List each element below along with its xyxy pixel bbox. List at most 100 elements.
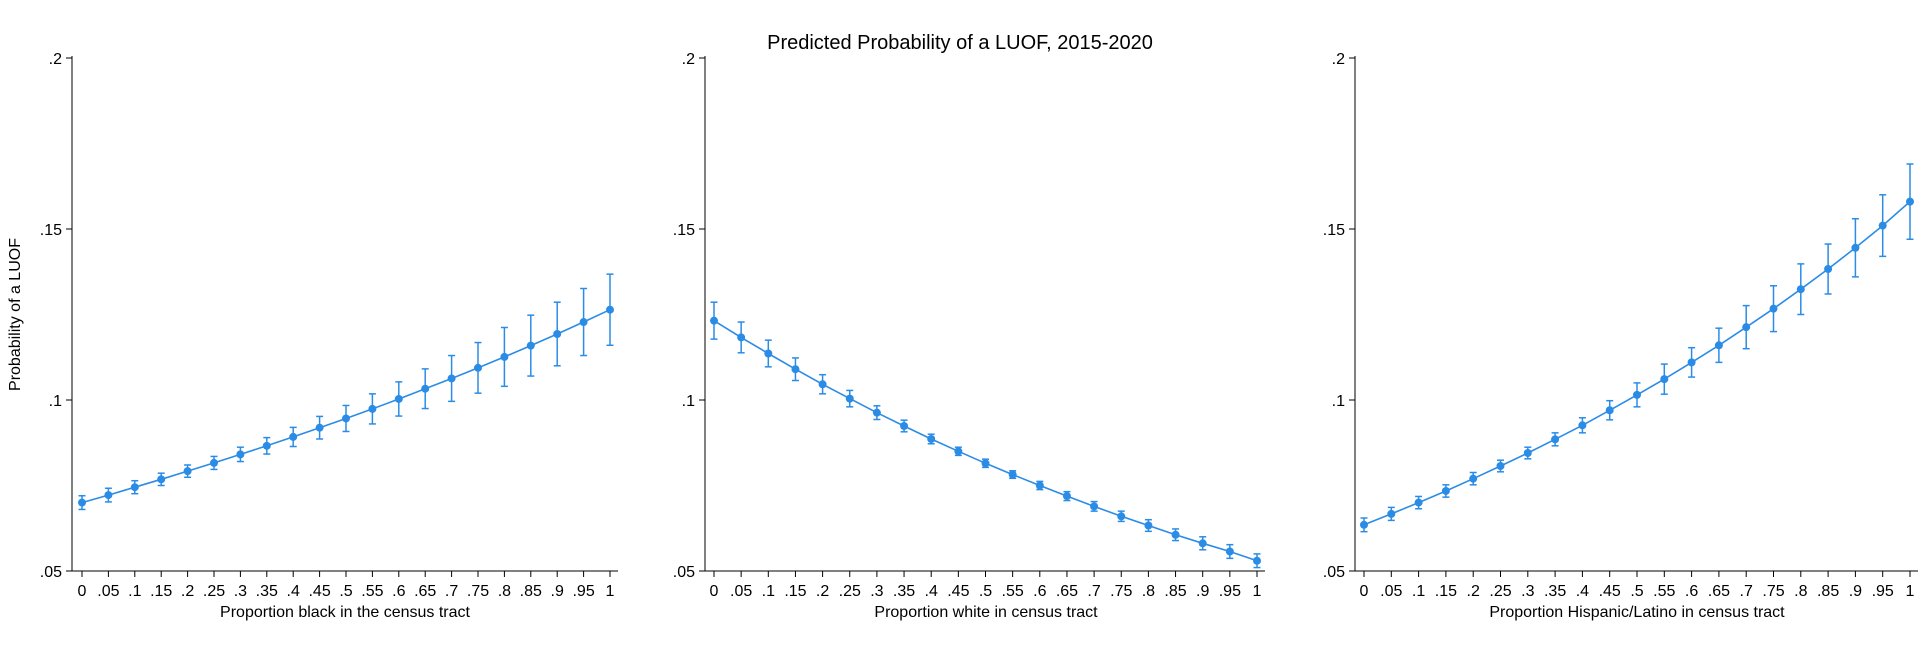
y-tick-label: .2 xyxy=(49,51,62,68)
x-tick-label: .85 xyxy=(520,583,542,600)
chart-panel-2: .05 .1 .15 .2 0 .05 .1 .15 .2 .25 .3 .35 .4 .45 .5 .55.… xyxy=(673,51,1265,621)
x-tick-label: .5 xyxy=(979,583,992,600)
data-point xyxy=(368,404,377,413)
data-point xyxy=(78,498,86,507)
data-point xyxy=(606,305,614,314)
x-tick-label: .7 xyxy=(445,583,458,600)
series-line xyxy=(713,320,1258,562)
x-tick-label: 1 xyxy=(1253,583,1262,600)
data-point xyxy=(1796,285,1805,294)
data-point xyxy=(1496,462,1505,471)
data-point xyxy=(1090,502,1099,511)
data-point xyxy=(954,447,963,456)
data-point xyxy=(579,318,588,327)
x-tick-label: .15 xyxy=(1435,583,1457,600)
data-point xyxy=(1605,406,1614,415)
x-tick-label: 0 xyxy=(78,583,87,600)
x-tick-label: .85 xyxy=(1817,583,1839,600)
x-tick-label: .1 xyxy=(762,583,775,600)
data-point xyxy=(157,475,166,484)
x-tick-label: 1 xyxy=(1906,583,1915,600)
data-point xyxy=(1633,390,1641,399)
data-point xyxy=(1714,341,1723,350)
data-point xyxy=(791,365,800,374)
x-tick-label: .4 xyxy=(287,583,300,600)
x-tick-label: .8 xyxy=(1142,583,1155,600)
x-tick-label: .4 xyxy=(1576,583,1589,600)
x-tick-label: .35 xyxy=(256,583,278,600)
x-tick-label: .95 xyxy=(1219,583,1241,600)
data-point xyxy=(1198,539,1207,548)
x-tick-label: .3 xyxy=(1521,583,1534,600)
data-point xyxy=(1551,435,1560,444)
chart-panels: .05 .1 .15 .2 0 .05 .1 .15 .2 .25 .3 .35 .4 .45 .5 .55.… xyxy=(7,51,1918,621)
data-point xyxy=(818,380,827,389)
x-tick-label: 0 xyxy=(1360,583,1369,600)
data-point xyxy=(394,394,403,403)
data-point xyxy=(737,333,746,342)
data-point xyxy=(927,434,936,443)
x-tick-label: .1 xyxy=(1412,583,1425,600)
y-tick-label: .1 xyxy=(49,393,62,410)
data-point xyxy=(1660,375,1669,384)
data-point xyxy=(1851,243,1860,252)
x-tick-label: .15 xyxy=(150,583,172,600)
x-tick-label: .7 xyxy=(1087,583,1100,600)
y-tick-label: .1 xyxy=(1332,393,1345,410)
x-tick-label: .1 xyxy=(128,583,141,600)
x-tick-label: .75 xyxy=(1762,583,1784,600)
x-tick-label: .65 xyxy=(414,583,436,600)
y-tick-label: .05 xyxy=(673,564,695,581)
x-tick-label: .65 xyxy=(1708,583,1730,600)
data-point xyxy=(553,329,562,338)
data-point xyxy=(1360,520,1368,529)
data-point xyxy=(872,408,881,417)
x-tick-label: .2 xyxy=(816,583,829,600)
data-point xyxy=(845,394,854,403)
x-tick-label: .45 xyxy=(947,583,969,600)
y-tick-label: .15 xyxy=(1323,222,1345,239)
x-tick-label: .4 xyxy=(925,583,938,600)
data-point xyxy=(1769,304,1778,313)
x-tick-label: .35 xyxy=(1544,583,1566,600)
data-point xyxy=(1225,547,1234,556)
x-tick-label: .55 xyxy=(1653,583,1675,600)
data-point xyxy=(526,341,535,350)
y-tick-label: .15 xyxy=(40,222,62,239)
chart-title: Predicted Probability of a LUOF, 2015-20… xyxy=(767,32,1153,54)
data-point xyxy=(183,467,192,476)
x-tick-label: .2 xyxy=(181,583,194,600)
x-tick-label: .6 xyxy=(1685,583,1698,600)
data-point xyxy=(981,459,990,468)
y-tick-label: .1 xyxy=(682,393,695,410)
data-point xyxy=(1414,498,1423,507)
data-point xyxy=(315,423,324,432)
x-tick-label: .6 xyxy=(1033,583,1046,600)
data-point xyxy=(1008,470,1017,479)
data-point xyxy=(1878,221,1887,230)
x-tick-label: .2 xyxy=(1467,583,1480,600)
x-tick-label: .7 xyxy=(1740,583,1753,600)
y-tick-label: .2 xyxy=(1332,51,1345,68)
data-point xyxy=(1062,492,1071,501)
data-point xyxy=(1387,509,1396,518)
x-tick-label: .75 xyxy=(1110,583,1132,600)
x-tick-label: .25 xyxy=(203,583,225,600)
x-tick-label: .8 xyxy=(498,583,511,600)
x-tick-label: .5 xyxy=(1630,583,1643,600)
data-point xyxy=(289,432,298,441)
x-axis-label: Proportion black in the census tract xyxy=(220,604,470,621)
data-point xyxy=(1824,265,1833,274)
data-point xyxy=(236,450,245,459)
data-point xyxy=(500,352,509,361)
chart-panel-3: .05 .1 .15 .2 0 .05 .1 .15 .2 .25 .3 .35 .4 .45 .5 .55.… xyxy=(1323,51,1918,621)
x-tick-label: .3 xyxy=(234,583,247,600)
x-tick-label: .95 xyxy=(572,583,594,600)
x-tick-label: .05 xyxy=(730,583,752,600)
x-tick-label: .9 xyxy=(1196,583,1209,600)
x-tick-label: .05 xyxy=(1380,583,1402,600)
data-point xyxy=(1253,556,1261,565)
x-axis-label: Proportion white in census tract xyxy=(874,604,1098,621)
x-tick-label: .25 xyxy=(1489,583,1511,600)
